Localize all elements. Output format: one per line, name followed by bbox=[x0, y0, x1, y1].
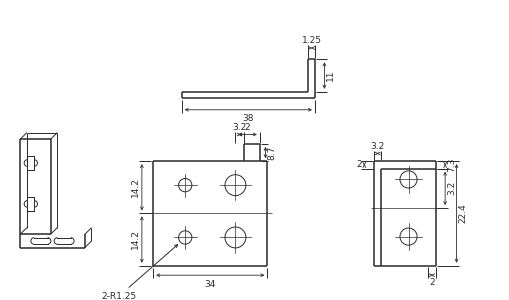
Text: 11: 11 bbox=[326, 70, 334, 81]
Text: 14.2: 14.2 bbox=[131, 230, 139, 250]
Text: 34: 34 bbox=[204, 280, 216, 289]
Text: 2: 2 bbox=[244, 123, 250, 132]
Text: 1.25: 1.25 bbox=[301, 36, 321, 45]
Text: 3.2: 3.2 bbox=[446, 181, 455, 196]
Text: 2: 2 bbox=[428, 278, 434, 287]
Text: 22.4: 22.4 bbox=[458, 203, 467, 223]
Text: 38: 38 bbox=[242, 114, 253, 123]
Text: 2: 2 bbox=[356, 160, 362, 169]
Text: 8.7: 8.7 bbox=[267, 146, 276, 160]
Text: 2-R1.25: 2-R1.25 bbox=[101, 245, 177, 300]
Text: 3.2: 3.2 bbox=[370, 142, 384, 151]
Text: 14.2: 14.2 bbox=[131, 177, 139, 197]
Text: 7.3: 7.3 bbox=[446, 158, 455, 172]
Text: 3.2: 3.2 bbox=[232, 123, 246, 132]
